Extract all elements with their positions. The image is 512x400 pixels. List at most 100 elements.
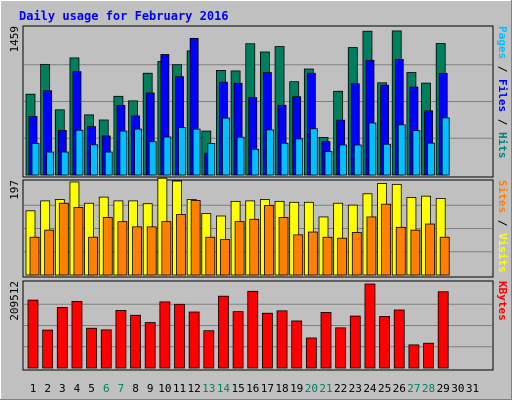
- bar-pages-day-16: [251, 148, 260, 176]
- x-tick-label: 4: [74, 382, 81, 395]
- bar-sites-day-9: [146, 226, 157, 276]
- bar-sites-day-1: [29, 236, 40, 276]
- chart-panels: 1459 Pages / Files / Hits 197 Sites / Visit…: [8, 25, 509, 371]
- bar-pages-day-19: [295, 138, 304, 176]
- bar-kbytes-day-25: [379, 316, 391, 369]
- bar-sites-day-22: [337, 237, 348, 276]
- bar-sites-day-3: [58, 202, 69, 276]
- bar-pages-day-1: [31, 143, 40, 176]
- x-tick-label: 5: [88, 382, 95, 395]
- bar-sites-day-11: [176, 214, 186, 276]
- panel-max-label: 209512: [8, 281, 21, 321]
- bar-sites-day-10: [161, 221, 172, 276]
- bar-pages-day-10: [163, 136, 172, 176]
- bar-pages-day-18: [280, 142, 289, 176]
- bar-kbytes-day-7: [115, 310, 127, 369]
- panel-kbytes: 209512 KBytes: [8, 280, 509, 371]
- bar-sites-day-5: [88, 236, 98, 276]
- panel-max-label: 197: [8, 180, 21, 200]
- bar-pages-day-26: [397, 124, 406, 176]
- bar-sites-day-26: [395, 226, 406, 276]
- bar-kbytes-day-22: [335, 327, 347, 369]
- bar-sites-day-4: [73, 207, 84, 276]
- bar-kbytes-day-1: [27, 299, 39, 369]
- bar-pages-day-3: [60, 151, 69, 176]
- bar-sites-day-2: [44, 229, 55, 276]
- bar-sites-day-23: [351, 232, 362, 276]
- x-tick-label: 15: [231, 382, 244, 395]
- bar-pages-day-22: [339, 144, 348, 176]
- x-tick-label: 8: [132, 382, 139, 395]
- series-label: /: [496, 59, 509, 79]
- bar-sites-day-14: [220, 239, 230, 276]
- x-tick-label: 17: [261, 382, 274, 395]
- bar-sites-day-16: [249, 218, 260, 276]
- x-tick-label: 18: [275, 382, 288, 395]
- bar-kbytes-day-28: [423, 342, 434, 369]
- x-tick-label: 28: [422, 382, 435, 395]
- panel-visits-sites: 197 Sites / Visits: [8, 177, 509, 278]
- series-label: Sites: [496, 180, 509, 213]
- bar-sites-day-19: [293, 234, 304, 276]
- panel-series-labels: KBytes: [496, 281, 509, 321]
- bar-pages-day-29: [441, 117, 450, 176]
- bar-pages-day-11: [178, 127, 186, 176]
- bar-pages-day-23: [353, 144, 362, 176]
- panel-series-labels: Pages / Files / Hits: [496, 26, 509, 159]
- panel-pages-files-hits: 1459 Pages / Files / Hits: [8, 25, 509, 178]
- bar-kbytes-day-20: [305, 337, 317, 369]
- bar-sites-day-24: [366, 216, 377, 276]
- x-tick-label: 31: [466, 382, 479, 395]
- x-tick-label: 2: [44, 382, 51, 395]
- bar-pages-day-25: [383, 143, 392, 176]
- bar-pages-day-5: [90, 144, 98, 176]
- series-label: Hits: [496, 132, 509, 159]
- bar-kbytes-day-6: [100, 329, 112, 369]
- x-tick-label: 26: [393, 382, 406, 395]
- bar-sites-day-18: [278, 217, 289, 276]
- series-label: Files: [496, 79, 509, 112]
- bar-kbytes-day-24: [364, 283, 376, 369]
- bar-kbytes-day-16: [247, 290, 259, 369]
- x-tick-label: 24: [363, 382, 377, 395]
- panel-series-labels: Sites / Visits: [496, 180, 509, 273]
- x-tick-label: 9: [147, 382, 154, 395]
- bar-pages-day-24: [368, 122, 377, 176]
- bar-sites-day-7: [117, 221, 128, 276]
- bar-kbytes-day-11: [174, 303, 185, 369]
- bar-kbytes-day-10: [159, 301, 171, 369]
- bar-kbytes-day-29: [437, 291, 449, 369]
- bar-sites-day-17: [263, 205, 274, 276]
- bar-pages-day-28: [427, 142, 435, 176]
- x-tick-label: 11: [173, 382, 186, 395]
- series-label: /: [496, 112, 509, 132]
- x-tick-label: 20: [305, 382, 318, 395]
- bar-kbytes-day-3: [56, 307, 68, 369]
- bar-pages-day-13: [207, 143, 216, 176]
- bar-pages-day-2: [46, 151, 55, 176]
- bar-kbytes-day-12: [188, 311, 200, 369]
- x-tick-label: 1: [30, 382, 37, 395]
- bar-pages-day-6: [104, 151, 113, 176]
- x-tick-label: 16: [246, 382, 259, 395]
- bar-kbytes-day-17: [261, 312, 273, 369]
- chart-title: Daily usage for February 2016: [19, 9, 229, 23]
- bar-kbytes-day-15: [232, 311, 244, 369]
- bar-kbytes-day-14: [218, 295, 229, 369]
- bar-kbytes-day-13: [203, 330, 215, 369]
- bar-sites-day-29: [439, 236, 450, 276]
- bar-sites-day-6: [102, 217, 113, 276]
- bar-pages-day-15: [236, 136, 245, 176]
- x-tick-label: 29: [437, 382, 450, 395]
- bar-sites-day-21: [322, 236, 333, 276]
- x-tick-label: 22: [334, 382, 347, 395]
- bar-sites-day-8: [132, 226, 142, 276]
- panel-max-label: 1459: [8, 26, 21, 53]
- x-tick-label: 7: [118, 382, 125, 395]
- series-label: KBytes: [496, 281, 509, 321]
- series-label: Pages: [496, 26, 509, 59]
- x-tick-label: 19: [290, 382, 303, 395]
- x-tick-label: 27: [407, 382, 420, 395]
- x-tick-label: 23: [349, 382, 362, 395]
